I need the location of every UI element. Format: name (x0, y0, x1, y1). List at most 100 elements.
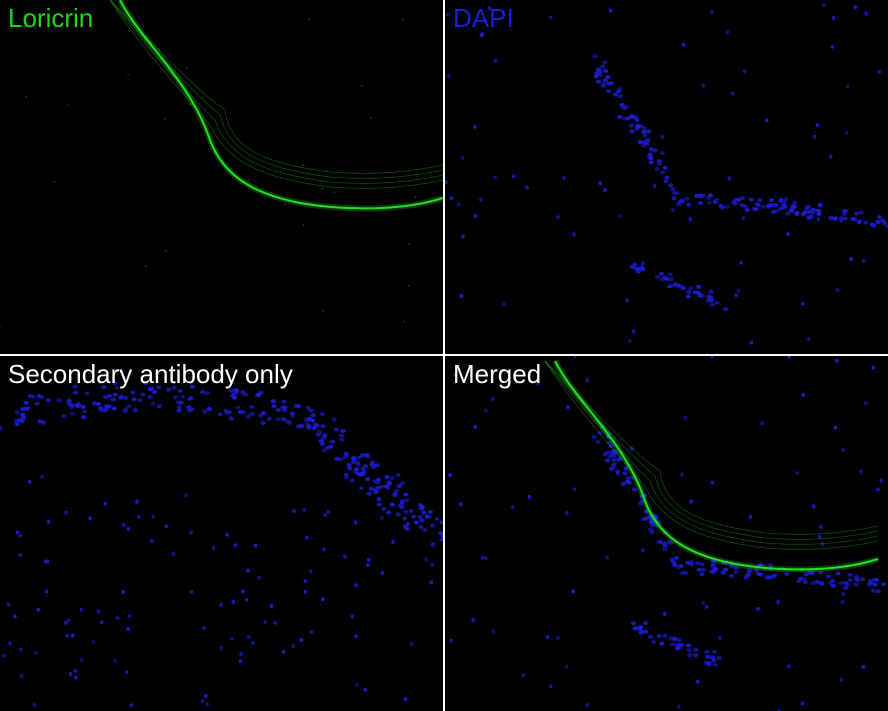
nucleus (781, 200, 788, 205)
nucleus (382, 506, 386, 511)
speckle (408, 242, 410, 245)
nucleus (238, 659, 243, 664)
nucleus (493, 175, 497, 180)
nucleus (831, 16, 836, 21)
nucleus (366, 563, 370, 568)
nucleus (786, 664, 791, 669)
keratin-fiber (544, 360, 879, 535)
nucleus (696, 567, 702, 572)
nucleus (598, 181, 602, 186)
nucleus (712, 649, 717, 654)
nucleus (808, 570, 814, 575)
nucleus (841, 592, 846, 597)
nucleus (45, 559, 50, 564)
nucleus (422, 528, 428, 533)
nucleus (602, 60, 608, 65)
nucleus (260, 420, 266, 425)
nucleus (15, 530, 20, 535)
nucleus (820, 542, 825, 547)
nucleus (685, 294, 691, 299)
nucleus (877, 69, 882, 74)
nucleus (471, 618, 475, 623)
secondary-only-image (0, 381, 443, 708)
merged-image (448, 356, 887, 711)
nucleus (357, 472, 364, 477)
nucleus (699, 572, 705, 577)
nucleus (118, 394, 125, 399)
nucleus (595, 439, 601, 444)
nucleus (612, 92, 618, 97)
nucleus (511, 174, 516, 179)
nucleus (677, 644, 683, 649)
panel-label-loricrin: Loricrin (8, 3, 94, 33)
nucleus (662, 633, 668, 638)
speckle (361, 84, 363, 87)
nucleus (140, 392, 146, 397)
nucleus (233, 543, 238, 548)
nucleus (697, 193, 703, 198)
nucleus (299, 424, 305, 429)
nucleus (638, 630, 644, 635)
nucleus (649, 530, 655, 535)
nucleus (838, 580, 845, 585)
keratin-fiber (544, 360, 879, 550)
nucleus (427, 509, 434, 514)
nucleus (364, 454, 370, 459)
nucleus (688, 217, 693, 222)
nucleus (603, 68, 609, 73)
nucleus (386, 510, 392, 515)
nucleus (806, 215, 812, 220)
nucleus (696, 291, 702, 296)
nucleus (875, 589, 881, 594)
nucleus (478, 197, 483, 202)
nucleus (22, 406, 28, 411)
nucleus (360, 466, 366, 471)
nucleus (648, 160, 654, 165)
nucleus (72, 384, 78, 389)
nucleus (677, 704, 681, 709)
nucleus (872, 582, 878, 587)
nucleus (250, 640, 255, 645)
nucleus (673, 555, 679, 560)
nucleus (201, 409, 208, 414)
nucleus (811, 504, 816, 509)
nucleus (14, 422, 20, 427)
nucleus (787, 356, 792, 359)
nucleus (402, 492, 409, 497)
nucleus (281, 399, 287, 404)
nucleus (672, 562, 678, 567)
nucleus (45, 398, 52, 403)
speckle (414, 196, 417, 199)
nucleus (189, 530, 193, 535)
nucleus (748, 514, 753, 519)
nucleus (189, 384, 195, 389)
nucleus (6, 602, 11, 607)
nucleus (527, 494, 532, 499)
nucleus (689, 499, 694, 504)
nucleus (70, 633, 75, 638)
nucleus (734, 293, 738, 298)
nucleus (869, 222, 875, 227)
nucleus (643, 509, 649, 514)
nucleus (68, 672, 73, 677)
nucleus (126, 404, 132, 409)
nucleus (732, 201, 738, 206)
nucleus (680, 472, 684, 477)
nucleus (641, 261, 645, 266)
speckle (401, 18, 404, 21)
nucleus (151, 514, 156, 519)
nucleus (36, 607, 41, 612)
nucleus (673, 643, 680, 648)
nucleus (189, 589, 194, 594)
nucleus (112, 392, 118, 397)
nucleus (810, 207, 816, 212)
nucleus (591, 434, 597, 439)
nucleus (682, 570, 689, 575)
nucleus (856, 219, 863, 224)
nucleus (667, 272, 673, 277)
nucleus (592, 54, 598, 59)
nucleus (816, 217, 821, 222)
nucleus (366, 491, 372, 496)
nucleus (642, 621, 649, 626)
nucleus (684, 196, 690, 201)
